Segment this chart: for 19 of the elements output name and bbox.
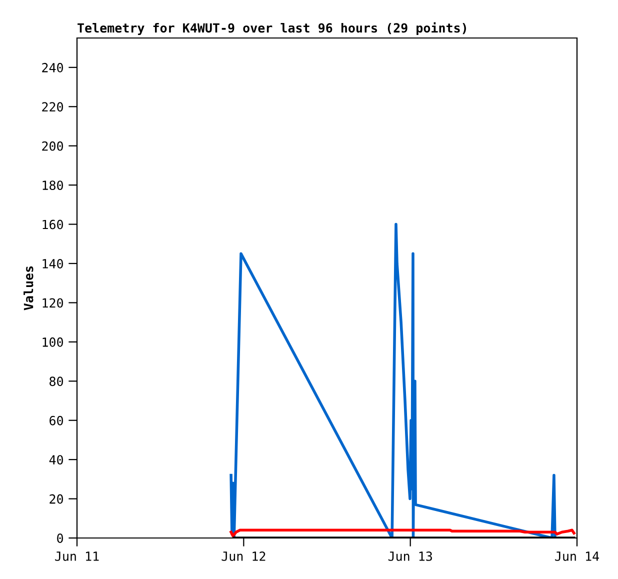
y-tick-label: 0 [57, 534, 63, 543]
x-tick-label: Jun 13 [388, 551, 432, 561]
y-tick-label: 60 [50, 416, 63, 426]
y-tick-label: 180 [42, 180, 63, 190]
y-tick-label: 160 [42, 220, 63, 230]
x-tick-label: Jun 14 [555, 552, 599, 561]
y-tick-label: 200 [42, 141, 63, 151]
y-tick-label: 140 [42, 258, 63, 268]
y-tick-label: 40 [49, 455, 63, 465]
y-tick-label: 240 [42, 62, 63, 72]
chart-title: Telemetry for K4WUT-9 over last 96 hours (29 points) [78, 22, 466, 36]
x-tick-label: Jun 12 [222, 551, 266, 561]
y-tick-label: 20 [50, 494, 63, 504]
y-tick-label: 80 [50, 376, 63, 386]
y-axis-title: Values [24, 266, 34, 310]
y-tick-label: 220 [42, 102, 63, 112]
x-tick-label: Jun 11 [55, 552, 99, 561]
y-tick-label: 120 [42, 298, 63, 308]
y-tick-label: 100 [42, 337, 63, 347]
